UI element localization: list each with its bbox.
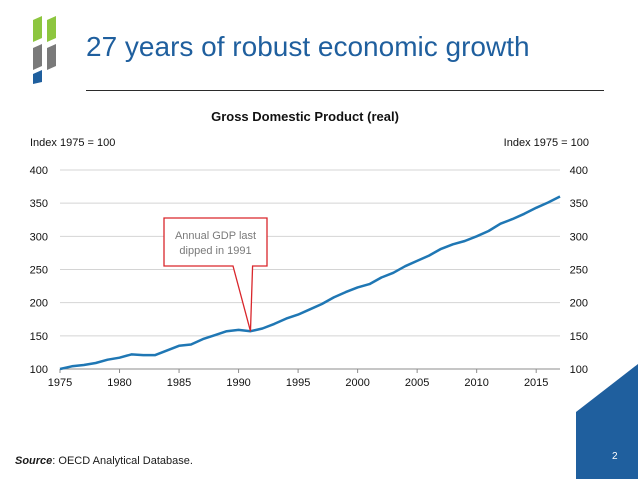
y-tick-label-right: 300 (570, 231, 588, 243)
y-tick-label-left: 400 (30, 165, 48, 177)
oecd-logo (33, 16, 56, 84)
x-tick-label: 1980 (107, 377, 131, 389)
x-tick-label: 2005 (405, 377, 429, 389)
annotation-text: Annual GDP last (175, 230, 256, 242)
slide-title: 27 years of robust economic growth (86, 31, 530, 62)
y-tick-label-left: 250 (30, 265, 48, 277)
y-tick-label-right: 100 (570, 364, 588, 376)
x-tick-label: 1985 (167, 377, 191, 389)
y-tick-label-right: 200 (570, 298, 588, 310)
y-tick-label-left: 200 (30, 298, 48, 310)
title-divider (86, 90, 604, 91)
x-tick-label: 1975 (48, 377, 72, 389)
chart-title: Gross Domestic Product (real) (211, 109, 399, 124)
x-tick-label: 2000 (345, 377, 369, 389)
y-tick-label-right: 350 (570, 198, 588, 210)
y-tick-label-right: 250 (570, 265, 588, 277)
y-tick-label-left: 350 (30, 198, 48, 210)
annotation-callout (163, 217, 268, 332)
y-tick-label-left: 300 (30, 231, 48, 243)
x-tick-label: 1995 (286, 377, 310, 389)
y-axis-label-left: Index 1975 = 100 (30, 137, 115, 149)
corner-decoration (576, 364, 638, 479)
x-tick-label: 1990 (226, 377, 250, 389)
y-tick-label-right: 150 (570, 331, 588, 343)
source-note: Source: OECD Analytical Database. (15, 455, 193, 467)
x-tick-label: 2015 (524, 377, 548, 389)
y-tick-label-left: 150 (30, 331, 48, 343)
page-number: 2 (612, 451, 618, 462)
y-axis-label-right: Index 1975 = 100 (504, 137, 589, 149)
gdp-line-chart: Gross Domestic Product (real) Index 1975… (30, 109, 589, 389)
annotation-text: dipped in 1991 (179, 245, 251, 257)
x-tick-label: 2010 (464, 377, 488, 389)
source-text: : OECD Analytical Database. (52, 455, 193, 467)
y-tick-label-right: 400 (570, 165, 588, 177)
source-label: Source (15, 455, 53, 467)
y-tick-label-left: 100 (30, 364, 48, 376)
gdp-series-line (59, 195, 561, 371)
